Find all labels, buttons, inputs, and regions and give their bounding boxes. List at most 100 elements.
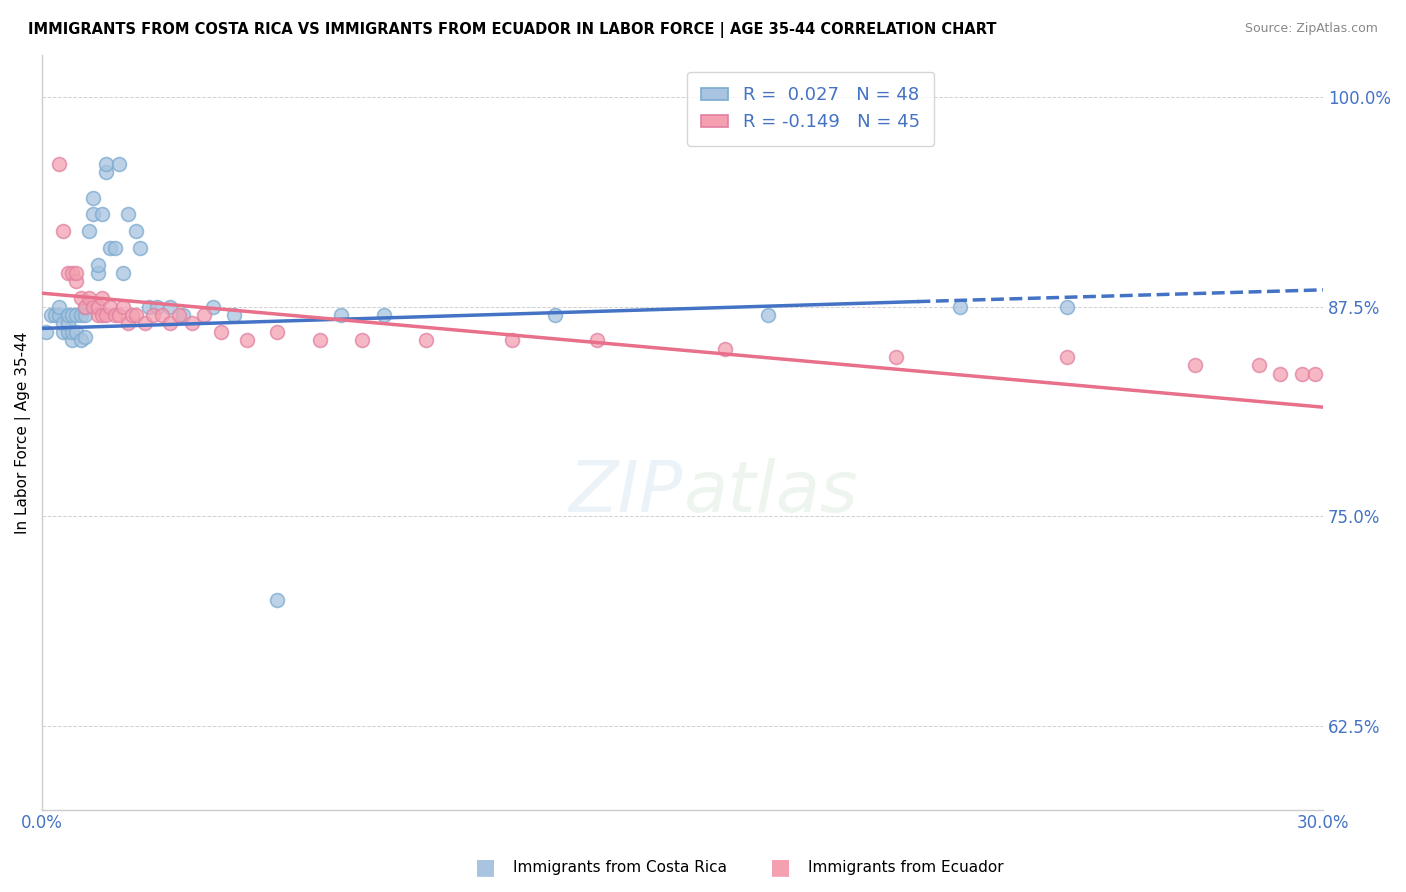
Point [1249,359,1271,373]
Point [96,165,118,179]
Point [108,157,131,171]
Point [73,300,96,314]
Point [56,325,79,339]
Point [125,308,148,322]
Point [65,275,87,289]
Point [142,308,165,322]
Point [172,308,194,322]
Point [77,224,100,238]
Y-axis label: In Labor Force | Age 35-44: In Labor Force | Age 35-44 [15,331,31,533]
Point [73,330,96,344]
Text: Source: ZipAtlas.com: Source: ZipAtlas.com [1244,22,1378,36]
Text: ■: ■ [770,857,790,877]
Point [884,350,907,364]
Point [236,333,259,347]
Point [56,308,79,322]
Text: IMMIGRANTS FROM COSTA RICA VS IMMIGRANTS FROM ECUADOR IN LABOR FORCE | AGE 35-44: IMMIGRANTS FROM COSTA RICA VS IMMIGRANTS… [28,22,997,38]
Point [73,300,96,314]
Point [90,291,112,305]
Point [86,300,108,314]
Point [330,308,353,322]
Point [48,308,70,322]
Point [125,224,148,238]
Point [211,325,233,339]
Point [129,241,152,255]
Point [1303,367,1326,381]
Point [65,325,87,339]
Point [60,308,83,322]
Point [60,333,83,347]
Point [52,317,75,331]
Point [56,266,79,280]
Point [86,308,108,322]
Point [52,325,75,339]
Point [96,308,118,322]
Point [44,308,66,322]
Point [35,325,58,339]
Point [52,224,75,238]
Point [266,325,288,339]
Point [201,300,224,314]
Point [146,300,169,314]
Point [69,333,91,347]
Point [159,317,181,331]
Point [96,157,118,171]
Point [586,333,609,347]
Point [756,308,779,322]
Point [82,300,104,314]
Point [117,317,139,331]
Point [69,291,91,305]
Point [108,308,131,322]
Point [77,291,100,305]
Point [56,317,79,331]
Point [48,157,70,171]
Point [159,300,181,314]
Point [180,317,202,331]
Point [86,258,108,272]
Point [86,266,108,280]
Point [1056,300,1078,314]
Point [1291,367,1313,381]
Point [73,308,96,322]
Point [121,308,143,322]
Point [60,266,83,280]
Point [82,191,104,205]
Point [949,300,972,314]
Point [352,333,374,347]
Point [104,241,127,255]
Point [100,241,122,255]
Point [150,308,173,322]
Point [82,207,104,221]
Point [308,333,330,347]
Point [104,308,127,322]
Point [39,308,62,322]
Point [90,308,112,322]
Point [112,300,135,314]
Text: ■: ■ [475,857,495,877]
Point [117,207,139,221]
Point [1270,367,1292,381]
Point [90,207,112,221]
Point [1056,350,1078,364]
Point [224,308,246,322]
Point [112,266,135,280]
Point [48,300,70,314]
Point [65,308,87,322]
Point [65,266,87,280]
Point [373,308,395,322]
Point [167,308,190,322]
Point [501,333,523,347]
Point [100,300,122,314]
Point [266,593,288,607]
Point [1184,359,1206,373]
Point [193,308,215,322]
Point [138,300,160,314]
Point [415,333,437,347]
Point [134,317,156,331]
Text: ZIP: ZIP [568,458,683,527]
Text: Immigrants from Ecuador: Immigrants from Ecuador [808,860,1004,874]
Text: atlas: atlas [683,458,858,527]
Point [543,308,565,322]
Legend: R =  0.027   N = 48, R = -0.149   N = 45: R = 0.027 N = 48, R = -0.149 N = 45 [688,71,935,145]
Point [69,308,91,322]
